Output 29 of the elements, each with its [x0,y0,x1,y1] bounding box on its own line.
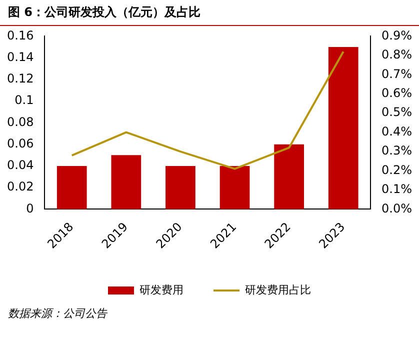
y2-tick-label: 0.8% [382,48,412,62]
legend-label: 研发费用 [140,283,184,296]
y2-tick-label: 0.9% [382,28,412,42]
y2-tick-label: 0.0% [382,201,412,216]
y-tick-label: 0 [26,201,34,216]
y2-tick-label: 0.4% [382,124,412,138]
y2-tick-label: 0.5% [382,105,412,120]
y-tick-label: 0.08 [7,114,34,129]
y-tick-label: 0.12 [7,72,34,86]
y2-tick-label: 0.7% [382,66,412,81]
y2-tick-label: 0.1% [382,182,412,196]
y-tick-label: 0.06 [7,136,34,150]
source-note: 数据来源：公司公告 [7,306,108,321]
bar [328,47,358,210]
bar [56,166,87,210]
y-tick-label: 0.14 [7,50,34,64]
bar [111,155,142,210]
bar [220,166,250,210]
y-tick-label: 0.1 [14,93,34,108]
y2-tick-label: 0.2% [382,162,412,177]
y2-tick-label: 0.3% [382,144,412,158]
y-tick-label: 0.02 [7,180,34,194]
y2-tick-label: 0.6% [382,86,412,100]
bar [274,144,304,210]
legend-label: 研发费用占比 [245,283,311,296]
y-tick-label: 0.04 [7,158,34,172]
chart-title: 图 6：公司研发投入（亿元）及占比 [0,0,419,26]
y-tick-label: 0.16 [7,28,34,42]
bar [166,166,196,210]
